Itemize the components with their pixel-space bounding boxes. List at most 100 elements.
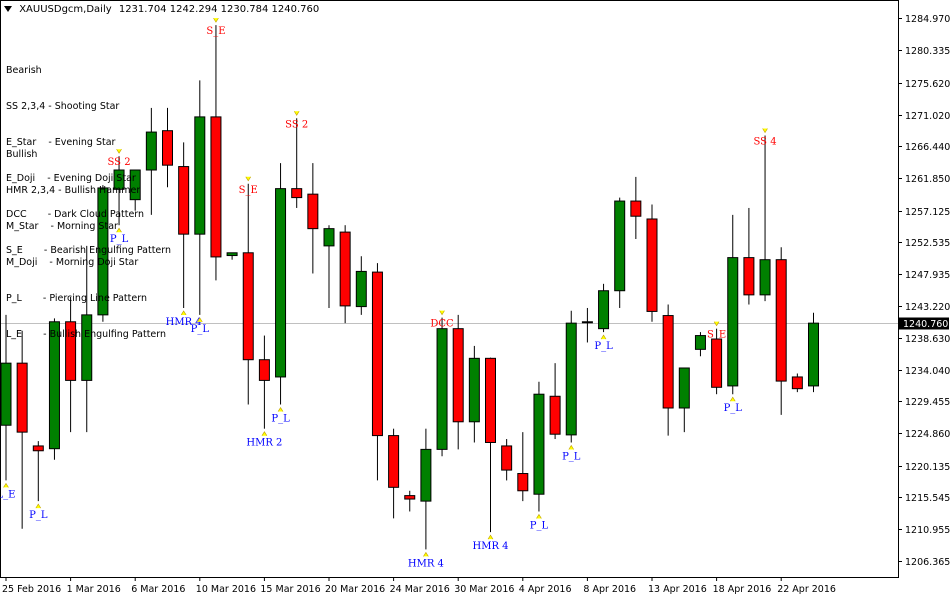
legend-item: DCC - Dark Cloud Pattern [6, 209, 145, 220]
candle-body [323, 228, 335, 247]
candle-body [759, 259, 771, 296]
up-marker-icon [568, 444, 575, 450]
time-axis[interactable]: 25 Feb 2016 1 Mar 2016 6 Mar 2016 10 Mar 20… [2, 577, 836, 595]
pattern-label: L_E [0, 489, 15, 500]
candle [162, 107, 173, 188]
candle [727, 214, 739, 395]
bearish-legend-title: Bearish [6, 65, 42, 76]
candle [226, 252, 238, 260]
candle [694, 332, 706, 357]
candle [242, 183, 254, 405]
pattern-label: P_L [271, 414, 290, 425]
pattern-annotation: P_L [594, 334, 613, 352]
candle [65, 296, 77, 433]
candle-body [468, 357, 480, 423]
candle-body [694, 335, 706, 350]
pattern-annotation: P_L [29, 503, 48, 521]
date-tick-label: 4 Apr 2016 [519, 584, 572, 595]
legend-item: E_Star - Evening Star [6, 137, 116, 148]
price-tick-label: 1234.040 [905, 366, 950, 377]
candle [81, 245, 93, 433]
candle-body [662, 315, 674, 409]
up-marker-icon [261, 431, 268, 436]
down-marker-icon [293, 111, 300, 116]
pattern-annotation: P_L [724, 396, 742, 414]
candle-body [0, 362, 12, 426]
price-tick-label: 1247.935 [905, 270, 950, 281]
symbol-label: XAUUSDgcm,Daily [19, 4, 112, 15]
price-axis[interactable]: 1284.970 1280.335 1275.620 1271.020 1266.440… [898, 14, 950, 568]
candle [388, 428, 400, 519]
pattern-label: S_E [239, 185, 258, 196]
pattern-label: S_E [206, 26, 225, 37]
date-tick-label: 1 Mar 2016 [67, 584, 121, 595]
candle [743, 207, 755, 305]
legend-item: M_Star - Morning Star [6, 221, 118, 232]
pattern-annotation: S_E [206, 17, 226, 37]
legend-item: P_L - Piercing Line Pattern [6, 293, 147, 304]
candle-body [355, 270, 367, 308]
current-price-box [899, 317, 949, 330]
candle [371, 263, 383, 481]
date-tick-label: 30 Mar 2016 [454, 584, 514, 595]
up-marker-icon [536, 513, 542, 519]
candle [48, 318, 60, 460]
candle-body [501, 445, 513, 471]
up-marker-icon [277, 406, 284, 412]
down-marker-icon [245, 176, 252, 182]
legend-item: E_Doji - Evening Doji Star [6, 173, 136, 184]
date-tick-label: 20 Mar 2016 [325, 584, 385, 595]
candle [646, 204, 658, 322]
candle [775, 247, 787, 415]
pattern-label: P_L [562, 451, 581, 462]
candle [630, 176, 642, 239]
legend-item: S_E - Bearish Engulfing Pattern [6, 245, 172, 256]
candle-body [65, 321, 77, 381]
price-tick-label: 1280.335 [905, 46, 950, 57]
candle [323, 225, 335, 308]
candle [598, 283, 610, 333]
dropdown-triangle-icon[interactable] [4, 6, 12, 12]
candle [275, 163, 287, 405]
pattern-annotation: P_L [191, 317, 209, 335]
candle [549, 363, 561, 440]
bullish-legend: Bullish HMR 2,3,4 - Bullish Hammer M_Sta… [6, 125, 166, 365]
up-marker-icon [180, 310, 187, 316]
date-tick-label: 18 Apr 2016 [713, 584, 772, 595]
down-marker-icon [439, 310, 445, 316]
candle [662, 304, 674, 436]
candle [339, 225, 351, 324]
candle-body [549, 395, 561, 435]
pattern-annotation: SS 2 [285, 111, 308, 130]
candle-body [630, 200, 642, 217]
candle-body [16, 362, 28, 433]
candle-body [678, 367, 690, 409]
candle-body [178, 166, 190, 235]
up-marker-icon [729, 396, 736, 402]
price-tick-label: 1261.850 [905, 174, 950, 185]
price-tick-label: 1275.620 [905, 79, 950, 90]
candle [452, 314, 464, 450]
price-tick-label: 1220.135 [905, 462, 950, 473]
pattern-annotation: DCC [430, 310, 454, 330]
date-tick-label: 6 Mar 2016 [131, 584, 185, 595]
price-tick-label: 1252.535 [905, 238, 950, 249]
pattern-label: HMR 4 [408, 558, 444, 569]
candle-body [517, 473, 529, 492]
price-tick-label: 1210.955 [905, 525, 950, 536]
candle-body [743, 257, 755, 296]
date-tick-label: 24 Mar 2016 [390, 584, 450, 595]
candle-body [533, 393, 545, 495]
date-tick-label: 25 Feb 2016 [2, 584, 61, 595]
price-tick-label: 1215.545 [905, 493, 950, 504]
candle-body [275, 188, 287, 378]
candle [678, 367, 690, 433]
up-marker-icon [600, 334, 607, 340]
date-tick-label: 10 Mar 2016 [196, 584, 256, 595]
candle [436, 317, 448, 457]
date-tick-label: 8 Apr 2016 [583, 584, 636, 595]
candle [420, 428, 432, 550]
